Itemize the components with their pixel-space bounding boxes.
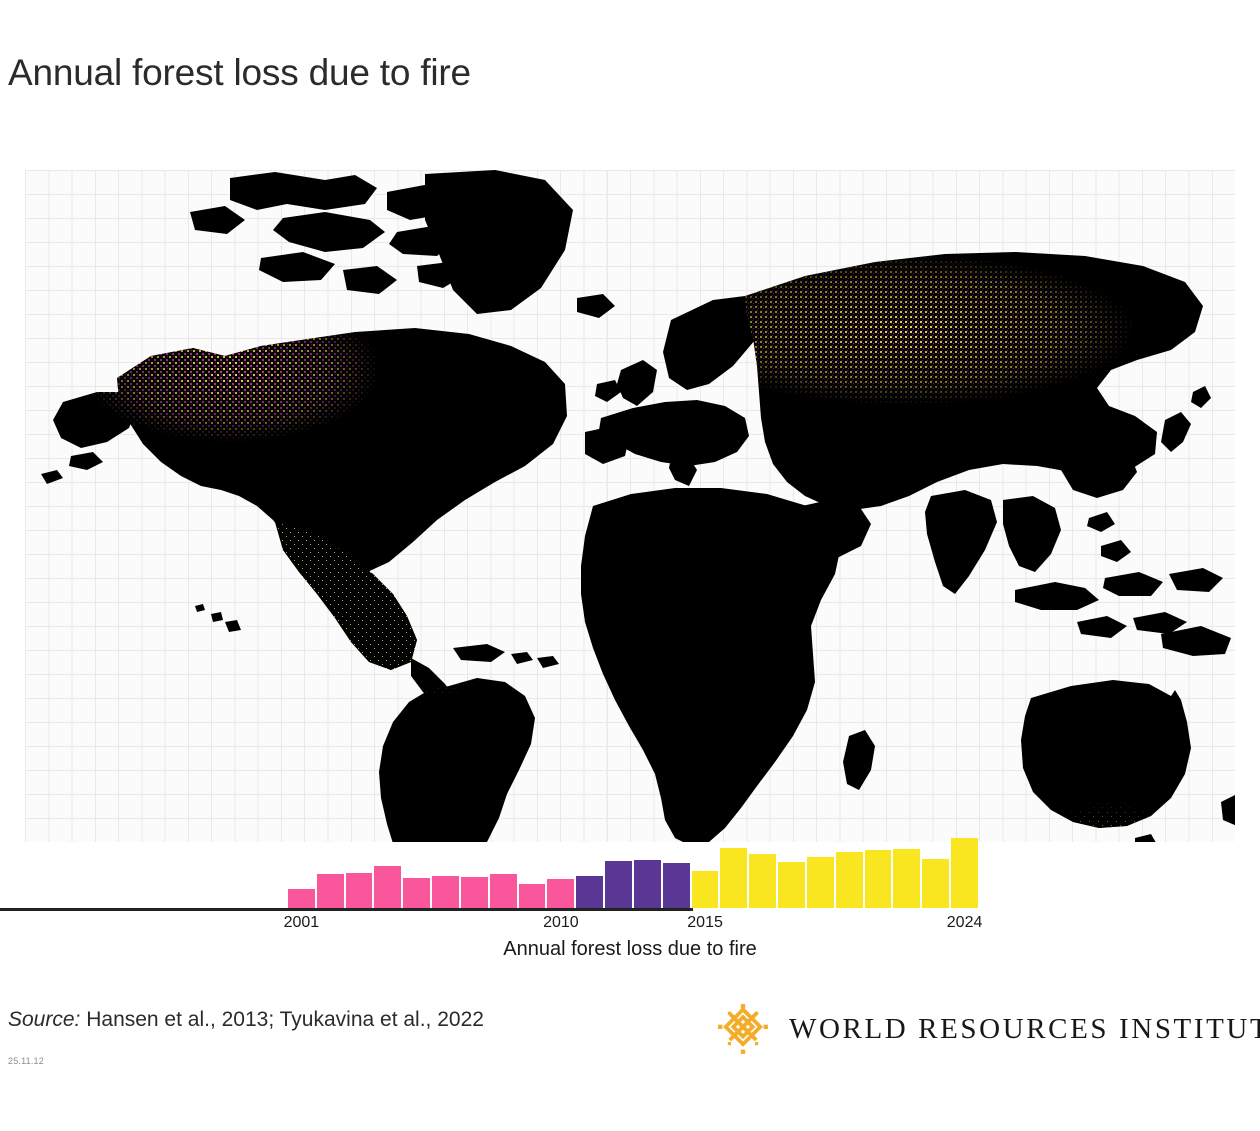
bar-2013: [633, 859, 661, 908]
bar-2014: [662, 862, 690, 908]
bar-2010: [547, 879, 575, 908]
bar-2005: [403, 878, 431, 908]
tick-label-2010: 2010: [543, 914, 579, 931]
page-title: Annual forest loss due to fire: [8, 52, 471, 93]
bar-2002: [316, 874, 344, 908]
chart-caption: Annual forest loss due to fire: [503, 938, 757, 960]
chart-tick-labels: 2001 2010 2015 2024: [284, 914, 983, 938]
bar-2015: [691, 871, 719, 908]
annual-fire-loss-bar-chart: [288, 826, 978, 908]
tick-label-2001: 2001: [283, 914, 320, 931]
bar-2012: [605, 860, 632, 908]
source-label: Source:: [8, 1008, 81, 1031]
bar-2021: [864, 849, 892, 908]
bar-2011: [576, 876, 604, 908]
bar-2022: [893, 848, 921, 908]
version-stamp: 25.11.12: [8, 1056, 44, 1066]
bar-2018: [778, 861, 805, 908]
bar-2016: [720, 847, 748, 908]
bar-2024: [951, 838, 978, 908]
bar-2023: [922, 858, 950, 908]
bar-2020: [835, 851, 863, 908]
source-line: Source: Hansen et al., 2013; Tyukavina e…: [8, 1008, 484, 1032]
bar-2008: [489, 874, 517, 908]
bar-2019: [806, 856, 834, 908]
wri-logo: WORLD RESOURCES INSTITUTE: [715, 1003, 1260, 1055]
bar-2003: [345, 873, 373, 908]
wri-wordmark: WORLD RESOURCES INSTITUTE: [789, 1012, 1260, 1045]
world-map: [25, 170, 1235, 842]
bar-series: [288, 826, 978, 908]
map-landmasses: [41, 170, 1235, 842]
bar-2017: [749, 853, 777, 908]
bar-2009: [518, 884, 546, 908]
tick-label-2024: 2024: [946, 914, 983, 931]
bar-2006: [432, 876, 459, 908]
source-text: Hansen et al., 2013; Tyukavina et al., 2…: [86, 1008, 484, 1031]
bar-2004: [374, 865, 402, 908]
chart-axis-line: [0, 908, 693, 911]
bar-2001: [288, 888, 315, 908]
tick-label-2015: 2015: [687, 914, 723, 931]
wri-knot-icon: [718, 1004, 768, 1054]
bar-2007: [460, 877, 488, 908]
